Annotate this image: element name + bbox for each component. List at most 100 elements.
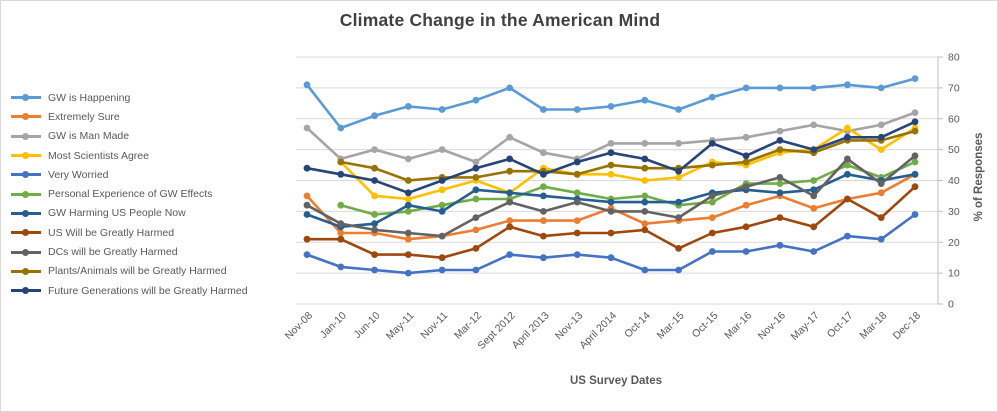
data-point-future-generations-will-be-greatly-harmed <box>404 189 412 197</box>
data-point-dcs-will-be-greatly-harmed <box>506 198 514 206</box>
data-point-future-generations-will-be-greatly-harmed <box>438 177 446 184</box>
data-point-gw-is-happening <box>641 96 649 104</box>
data-point-gw-harming-us-people-now <box>506 189 514 197</box>
data-point-gw-is-man-made <box>506 133 514 141</box>
y-tick-label: 10 <box>948 268 960 280</box>
data-point-plants-animals-will-be-greatly-harmed <box>607 161 615 169</box>
data-point-gw-is-man-made <box>675 140 682 147</box>
data-point-dcs-will-be-greatly-harmed <box>607 208 615 215</box>
data-point-most-scientists-agree <box>641 177 649 184</box>
data-point-us-will-be-greatly-harmed <box>506 223 514 231</box>
legend-item-plants-animals-will-be-greatly-harmed: Plants/Animals will be Greatly Harmed <box>11 262 296 281</box>
data-point-dcs-will-be-greatly-harmed <box>303 201 311 209</box>
legend-item-future-generations-will-be-greatly-harmed: Future Generations will be Greatly Harme… <box>11 281 296 300</box>
data-point-gw-is-man-made <box>810 121 818 129</box>
data-point-plants-animals-will-be-greatly-harmed <box>776 146 784 154</box>
data-point-gw-is-happening <box>303 81 311 89</box>
data-point-very-worried <box>675 266 682 274</box>
data-point-gw-is-man-made <box>472 158 480 166</box>
data-point-very-worried <box>844 232 851 240</box>
data-point-gw-harming-us-people-now <box>404 201 412 209</box>
data-point-plants-animals-will-be-greatly-harmed <box>506 167 514 175</box>
data-point-dcs-will-be-greatly-harmed <box>810 192 818 200</box>
data-point-most-scientists-agree <box>438 186 446 194</box>
x-tick-label: Nov-08 <box>283 310 316 343</box>
data-point-dcs-will-be-greatly-harmed <box>337 220 345 228</box>
data-point-very-worried <box>911 211 919 218</box>
data-point-gw-is-happening <box>675 106 682 113</box>
data-point-gw-is-man-made <box>877 121 885 129</box>
data-point-gw-is-happening <box>911 75 919 82</box>
data-point-gw-is-man-made <box>540 149 547 157</box>
data-point-us-will-be-greatly-harmed <box>675 245 682 252</box>
y-tick-label: 40 <box>948 175 960 187</box>
data-point-future-generations-will-be-greatly-harmed <box>371 177 378 184</box>
data-point-dcs-will-be-greatly-harmed <box>438 232 446 240</box>
data-point-gw-is-man-made <box>911 109 919 116</box>
data-point-us-will-be-greatly-harmed <box>877 214 885 222</box>
legend-label: DCs will be Greatly Harmed <box>48 246 178 259</box>
data-point-gw-is-happening <box>607 103 615 110</box>
data-point-future-generations-will-be-greatly-harmed <box>607 149 615 157</box>
data-point-personal-experience-of-gw-effects <box>573 189 581 197</box>
data-point-extremely-sure <box>472 226 480 234</box>
data-point-dcs-will-be-greatly-harmed <box>776 174 784 181</box>
data-point-gw-harming-us-people-now <box>607 198 615 206</box>
y-axis-title: % of Responses <box>973 132 985 222</box>
legend-marker-icon <box>11 209 41 217</box>
x-tick-label: May-17 <box>789 310 822 343</box>
legend-item-dcs-will-be-greatly-harmed: DCs will be Greatly Harmed <box>11 242 296 261</box>
data-point-plants-animals-will-be-greatly-harmed <box>708 161 716 169</box>
data-point-future-generations-will-be-greatly-harmed <box>844 133 851 141</box>
x-tick-label: Mar-12 <box>452 310 484 342</box>
data-point-very-worried <box>540 254 547 262</box>
data-point-dcs-will-be-greatly-harmed <box>708 192 716 200</box>
chart-title: Climate Change in the American Mind <box>339 10 661 30</box>
legend-item-most-scientists-agree: Most Scientists Agree <box>11 146 296 165</box>
data-point-us-will-be-greatly-harmed <box>337 235 345 243</box>
data-point-gw-harming-us-people-now <box>303 211 311 218</box>
data-point-future-generations-will-be-greatly-harmed <box>303 164 311 172</box>
data-point-future-generations-will-be-greatly-harmed <box>573 158 581 166</box>
data-point-dcs-will-be-greatly-harmed <box>844 155 851 163</box>
data-point-extremely-sure <box>742 201 750 209</box>
data-point-plants-animals-will-be-greatly-harmed <box>742 158 750 166</box>
data-point-us-will-be-greatly-harmed <box>776 214 784 222</box>
data-point-most-scientists-agree <box>371 192 378 200</box>
data-point-very-worried <box>877 235 885 243</box>
y-tick-label: 50 <box>948 144 960 156</box>
data-point-plants-animals-will-be-greatly-harmed <box>371 164 378 172</box>
data-point-extremely-sure <box>506 217 514 225</box>
data-point-gw-harming-us-people-now <box>810 186 818 194</box>
data-point-extremely-sure <box>877 189 885 197</box>
legend-label: Most Scientists Agree <box>48 149 149 162</box>
data-point-gw-is-happening <box>438 106 446 113</box>
data-point-gw-is-happening <box>877 84 885 92</box>
data-point-future-generations-will-be-greatly-harmed <box>708 140 716 147</box>
series-line-personal-experience-of-gw-effects <box>339 160 917 216</box>
y-tick-label: 0 <box>948 299 954 311</box>
data-point-gw-harming-us-people-now <box>641 198 649 206</box>
data-point-gw-is-man-made <box>607 140 615 147</box>
data-point-very-worried <box>337 263 345 271</box>
data-point-very-worried <box>438 266 446 274</box>
data-point-personal-experience-of-gw-effects <box>404 208 412 215</box>
legend-label: Plants/Animals will be Greatly Harmed <box>48 265 227 278</box>
data-point-extremely-sure <box>404 235 412 243</box>
data-point-dcs-will-be-greatly-harmed <box>641 208 649 215</box>
x-tick-label: Nov-16 <box>756 310 789 343</box>
legend-label: GW is Happening <box>48 91 131 104</box>
x-tick-label: Nov-11 <box>418 310 450 342</box>
data-point-very-worried <box>641 266 649 274</box>
data-point-very-worried <box>472 266 480 274</box>
data-point-gw-is-happening <box>810 84 818 92</box>
data-point-gw-is-happening <box>506 84 514 92</box>
x-tick-label: April 2014 <box>577 310 619 352</box>
legend-marker-icon <box>11 132 41 140</box>
data-point-us-will-be-greatly-harmed <box>911 183 919 191</box>
data-point-gw-is-man-made <box>438 146 446 154</box>
data-point-us-will-be-greatly-harmed <box>404 251 412 258</box>
legend-marker-icon <box>11 267 41 275</box>
data-point-gw-harming-us-people-now <box>371 220 378 228</box>
data-point-very-worried <box>776 241 784 249</box>
